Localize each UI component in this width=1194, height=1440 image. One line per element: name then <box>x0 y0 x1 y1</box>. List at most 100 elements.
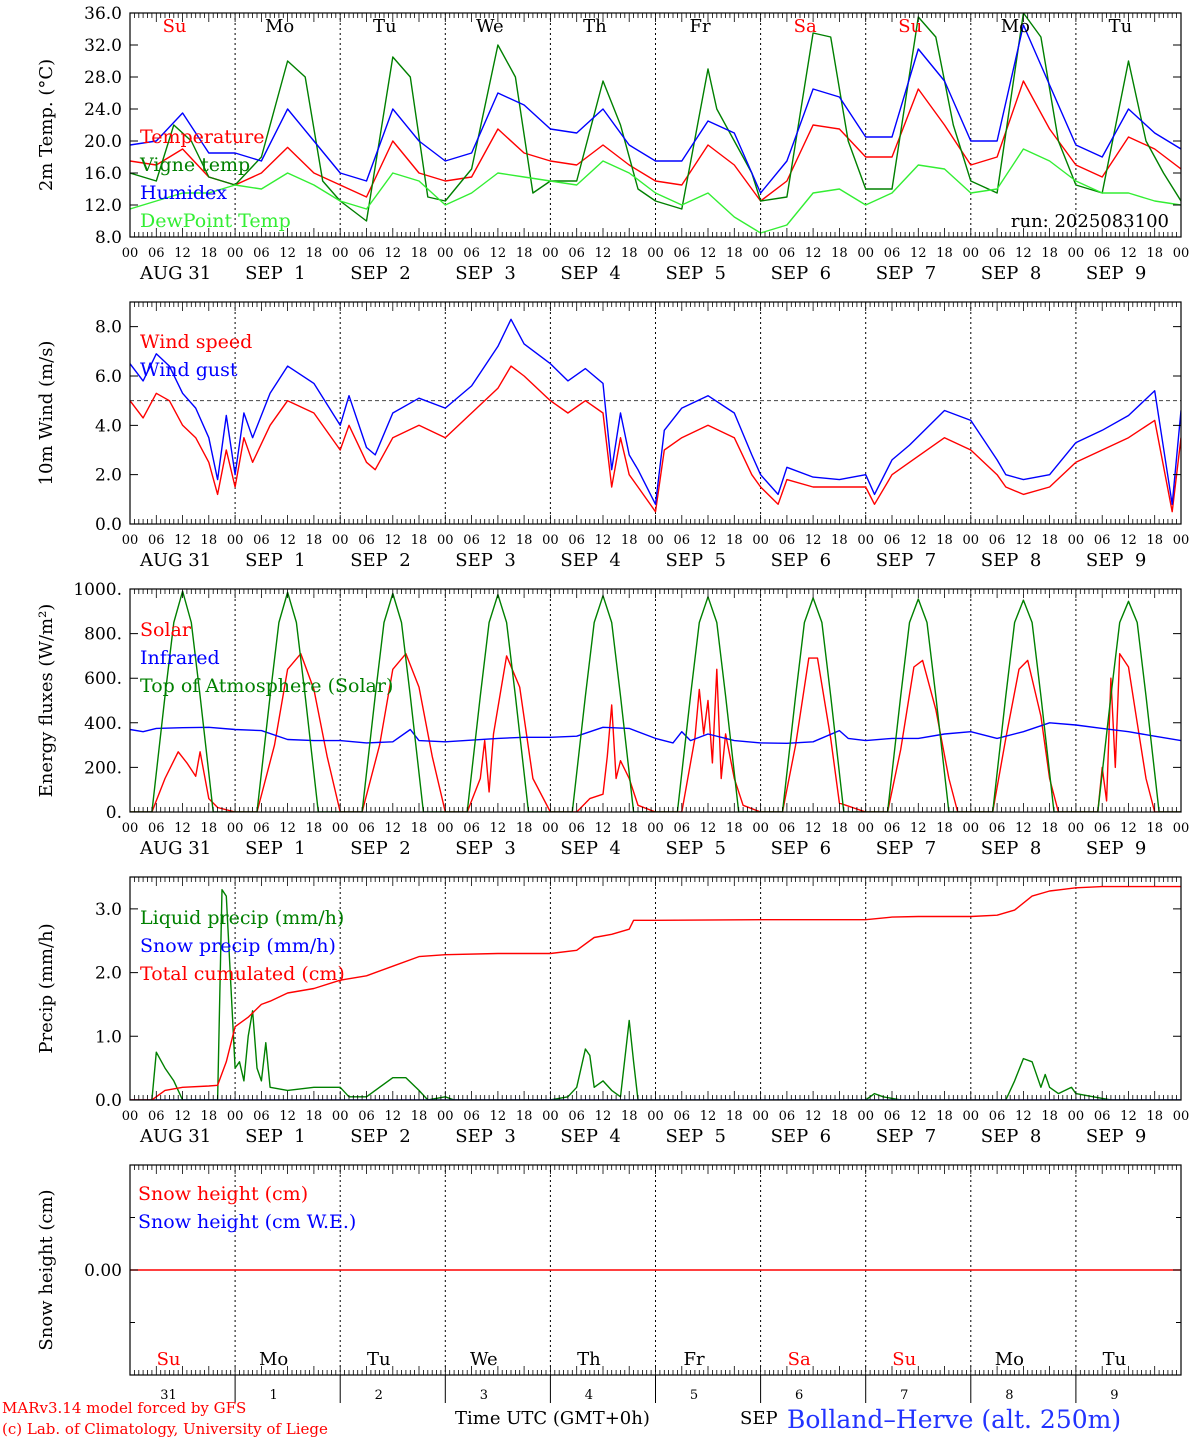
day-label: SEP 5 <box>666 263 726 284</box>
hour-label: 00 <box>332 821 349 836</box>
hour-label: 12 <box>490 533 507 548</box>
day-number: 1 <box>270 1388 278 1403</box>
y-tick-label: 20.0 <box>84 132 122 152</box>
hour-label: 00 <box>437 246 454 261</box>
legend-entry: Temperature <box>140 126 264 148</box>
hour-label: 12 <box>1120 533 1137 548</box>
station-label: Bolland–Herve (alt. 250m) <box>787 1405 1121 1434</box>
hour-label: 12 <box>805 246 822 261</box>
y-tick-label: 800. <box>84 625 122 645</box>
hour-label: 06 <box>148 246 165 261</box>
y-tick-label: 0. <box>106 803 122 823</box>
day-label: SEP 1 <box>245 263 305 284</box>
hour-label: 00 <box>647 246 664 261</box>
hour-label: 06 <box>253 821 270 836</box>
hour-label: 00 <box>122 821 139 836</box>
hour-label: 12 <box>910 821 927 836</box>
day-label: SEP 6 <box>771 1126 831 1147</box>
hour-label: 12 <box>174 821 191 836</box>
y-axis-label: 10m Wind (m/s) <box>36 341 57 486</box>
hour-label: 12 <box>700 246 717 261</box>
y-tick-label: 24.0 <box>84 100 122 120</box>
legend-entry: Snow height (cm W.E.) <box>138 1211 356 1233</box>
hour-label: 00 <box>963 533 980 548</box>
hour-label: 18 <box>1041 1109 1058 1124</box>
weekday-label: Su <box>157 1349 181 1370</box>
legend-entry: Humidex <box>140 182 227 204</box>
legend-entry: Snow height (cm) <box>138 1183 308 1205</box>
day-number: 3 <box>480 1388 488 1403</box>
hour-label: 06 <box>989 1109 1006 1124</box>
series-line-3-2 <box>130 722 1181 744</box>
hour-label: 06 <box>568 1109 585 1124</box>
hour-label: 06 <box>779 533 796 548</box>
y-tick-label: 2.0 <box>95 466 122 486</box>
series-group <box>130 318 1181 513</box>
hour-label: 00 <box>752 246 769 261</box>
hour-label: 00 <box>647 533 664 548</box>
hour-label: 18 <box>306 1109 323 1124</box>
y-axis-label: 2m Temp. (°C) <box>36 59 57 191</box>
y-tick-label: 8.0 <box>95 228 122 248</box>
legend-entry: Total cumulated (cm) <box>140 963 345 985</box>
y-tick-label: 6.0 <box>95 367 122 387</box>
hour-label: 18 <box>516 246 533 261</box>
hour-label: 18 <box>726 1109 743 1124</box>
hour-label: 00 <box>1068 246 1085 261</box>
hour-label: 06 <box>148 1109 165 1124</box>
day-label: SEP 3 <box>455 263 515 284</box>
series-line-2-2 <box>130 318 1181 505</box>
weekday-label: Su <box>892 1349 916 1370</box>
day-label: SEP 5 <box>666 1126 726 1147</box>
hour-label: 18 <box>621 246 638 261</box>
hour-label: 12 <box>490 246 507 261</box>
x-ticks <box>129 1165 1182 1375</box>
hour-label: 06 <box>674 246 691 261</box>
hour-label: 06 <box>1094 1109 1111 1124</box>
series-line-1-2 <box>130 13 1181 222</box>
weekday-label: We <box>476 16 504 37</box>
panel-3: 0. 200. 400. 600. 800. 1000. Energy fluxes (W/… <box>36 580 1189 859</box>
hour-label: 12 <box>910 533 927 548</box>
day-label: SEP 3 <box>455 550 515 571</box>
day-label: SEP 8 <box>981 1126 1041 1147</box>
hour-label: 00 <box>437 1109 454 1124</box>
y-tick-label: 3.0 <box>95 900 122 920</box>
hour-label: 06 <box>253 246 270 261</box>
hour-label: 06 <box>779 821 796 836</box>
hour-label: 06 <box>463 1109 480 1124</box>
hour-label: 12 <box>384 821 401 836</box>
hour-label: 12 <box>279 821 296 836</box>
x-ticks <box>129 13 1182 237</box>
weekday-label: Tu <box>1109 16 1133 37</box>
series-group <box>130 885 1181 1100</box>
hour-label: 00 <box>963 821 980 836</box>
day-label: SEP 5 <box>666 838 726 859</box>
hour-label: 12 <box>1015 1109 1032 1124</box>
hour-label: 00 <box>542 821 559 836</box>
hour-label: 06 <box>253 533 270 548</box>
hour-label: 00 <box>752 821 769 836</box>
hour-label: 00 <box>1068 821 1085 836</box>
hour-label: 18 <box>516 1109 533 1124</box>
hour-label: 18 <box>726 821 743 836</box>
hour-label: 12 <box>910 246 927 261</box>
hour-label: 12 <box>384 533 401 548</box>
hour-label: 00 <box>332 1109 349 1124</box>
footer: MARv3.14 model forced by GFS (c) Lab. of… <box>2 1399 1121 1438</box>
weekday-label: We <box>470 1349 498 1370</box>
day-label: SEP 4 <box>560 838 620 859</box>
weekday-label: Tu <box>1103 1349 1127 1370</box>
day-label: SEP 4 <box>560 263 620 284</box>
run-annotation: run: 2025083100 <box>1011 211 1169 232</box>
series-line-3-3 <box>130 590 1181 812</box>
hour-label: 12 <box>1015 246 1032 261</box>
weekday-label: Mo <box>265 16 294 37</box>
hour-label: 00 <box>227 821 244 836</box>
hour-label: 00 <box>1068 1109 1085 1124</box>
hour-label: 12 <box>279 246 296 261</box>
hour-label: 06 <box>463 533 480 548</box>
day-label: SEP 7 <box>876 263 936 284</box>
footer-model-line: MARv3.14 model forced by GFS <box>2 1399 246 1417</box>
day-label: AUG 31 <box>139 263 211 284</box>
